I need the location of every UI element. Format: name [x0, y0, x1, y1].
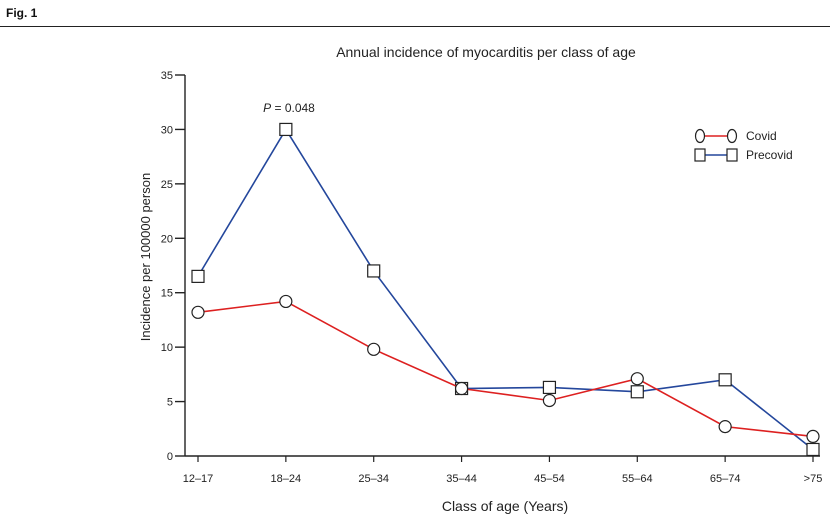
x-tick-label: 12–17 [183, 473, 214, 485]
precovid-point [367, 264, 381, 278]
precovid-point [542, 380, 557, 395]
p-value-text: = 0.048 [271, 101, 315, 115]
axes: 0 5 10 15 20 25 30 35 12–17 18–24 25–34 35–44 45–54 5… [161, 70, 823, 485]
covid-point [279, 294, 293, 309]
precovid-series-line [197, 127, 814, 451]
x-tick-label: 35–44 [446, 473, 477, 485]
y-tick-label: 20 [161, 233, 173, 245]
precovid-point [191, 269, 205, 283]
covid-point [367, 342, 381, 356]
legend-precovid-label: Precovid [746, 148, 793, 162]
x-tick-label: 25–34 [358, 473, 389, 485]
precovid-point [806, 442, 820, 457]
y-tick-label: 15 [161, 288, 173, 300]
covid-point [191, 305, 205, 319]
series-layer [191, 122, 820, 457]
y-tick-label: 5 [167, 397, 173, 409]
y-axis-label: Incidence per 100000 person [138, 173, 153, 341]
covid-point [806, 429, 820, 444]
x-tick-label: 18–24 [271, 473, 302, 485]
legend-precovid-marker [726, 148, 738, 162]
y-tick-label: 35 [161, 70, 173, 82]
y-tick-label: 10 [161, 342, 173, 354]
figure-label: Fig. 1 [6, 6, 38, 20]
y-tick-label: 25 [161, 179, 173, 191]
legend: Covid Precovid [694, 128, 793, 162]
p-value-annotation: P = 0.048 [263, 101, 315, 115]
y-tick-label: 30 [161, 124, 173, 136]
top-divider [0, 26, 830, 27]
y-tick-label: 0 [167, 451, 173, 463]
precovid-point [279, 122, 293, 137]
p-value-symbol: P [263, 101, 271, 115]
legend-covid-label: Covid [746, 129, 777, 143]
precovid-point [718, 373, 732, 387]
legend-precovid-marker [694, 148, 706, 162]
covid-point [630, 372, 644, 386]
covid-point [718, 420, 732, 434]
x-tick-label: >75 [804, 473, 823, 485]
covid-point [542, 393, 557, 408]
chart-title: Annual incidence of myocarditis per clas… [336, 44, 636, 60]
covid-point [454, 381, 469, 396]
legend-covid-marker [694, 128, 706, 144]
precovid-point [630, 385, 644, 399]
legend-covid-marker [726, 128, 738, 144]
covid-series-line [197, 300, 814, 438]
x-tick-label: 55–64 [622, 473, 653, 485]
x-tick-label: 65–74 [710, 473, 741, 485]
x-axis-label: Class of age (Years) [442, 498, 568, 514]
x-tick-label: 45–54 [534, 473, 565, 485]
